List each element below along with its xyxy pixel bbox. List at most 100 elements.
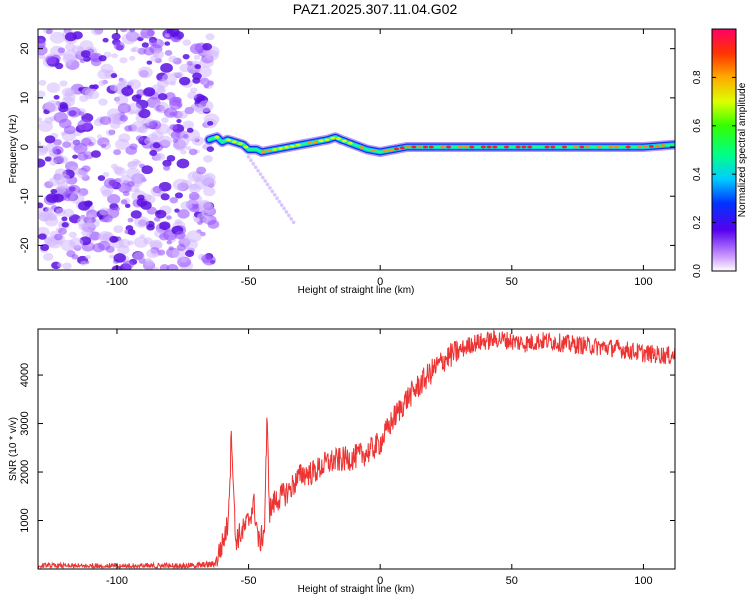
spectrogram-noise-blob xyxy=(38,38,46,50)
spectrogram-noise-blob xyxy=(49,31,66,44)
spectrogram-ridge-hotspot xyxy=(260,150,266,154)
spectrogram-ridge-hotspot xyxy=(527,145,533,149)
spectrogram-noise-blob xyxy=(149,149,158,156)
spectrogram-noise-blob xyxy=(61,87,75,97)
snr-panel: -100 -50 0 50 100 1000 2000 3000 4000 Height of… xyxy=(8,328,676,595)
colorbar-tick-label: 0.4 xyxy=(692,167,703,181)
spectrogram-noise-blob xyxy=(133,173,146,183)
spectrogram-noise-blob xyxy=(150,55,159,62)
spectrogram-noise-blob xyxy=(180,200,193,211)
spectrogram-noise-blob xyxy=(81,87,94,97)
spectrogram-y-tick-label: 0 xyxy=(19,144,31,150)
spectrogram-noise-blob xyxy=(38,90,46,98)
spectrogram-noise-blob xyxy=(121,78,127,84)
spectrogram-noise-blob xyxy=(53,95,60,100)
spectrogram-noise-blob xyxy=(129,55,136,61)
colorbar-tick-label: 0.8 xyxy=(692,70,703,84)
spectrogram-noise-blob xyxy=(127,161,136,168)
spectrogram-noise-blob xyxy=(202,144,209,150)
spectrogram-noise-blob xyxy=(196,166,207,175)
spectrogram-ridge-hotspot xyxy=(336,137,342,141)
spectrogram-noise-blob xyxy=(99,207,110,216)
spectrogram-noise-blob xyxy=(192,103,204,112)
spectrogram-noise-blob xyxy=(84,150,91,156)
spectrogram-noise-blob xyxy=(199,56,215,68)
spectrogram-noise-blob xyxy=(168,55,178,63)
spectrogram-ridge-hotspot xyxy=(225,138,232,142)
spectrogram-noise-blob xyxy=(121,33,136,45)
spectrogram-noise-blob xyxy=(127,29,136,36)
spectrogram-x-tick-label: 50 xyxy=(506,276,518,288)
spectrogram-ridge-hotspot xyxy=(393,147,400,151)
spectrogram-noise-blob xyxy=(134,160,142,166)
spectrogram-noise-blob xyxy=(129,143,138,150)
spectrogram-noise-blob xyxy=(97,240,111,251)
spectrogram-noise-blob xyxy=(152,186,163,194)
spectrogram-ridge-hotspot xyxy=(585,145,591,149)
spectrogram-noise-blob xyxy=(38,141,42,146)
spectrogram-noise-blob xyxy=(134,216,150,228)
spectrogram-noise-blob xyxy=(130,47,137,53)
spectrogram-ridge-hotspot xyxy=(341,139,347,143)
spectrogram-noise-blob xyxy=(126,180,135,188)
spectrogram-noise-blob xyxy=(137,66,153,79)
spectrogram-noise-blob xyxy=(103,178,118,189)
spectrogram-noise-blob xyxy=(127,102,142,114)
spectrogram-noise-blob xyxy=(176,71,184,78)
snr-y-tick-label: 3000 xyxy=(19,411,31,435)
spectrogram-noise-blob xyxy=(187,91,197,100)
spectrogram-ridge-hotspot xyxy=(480,145,486,149)
colorbar-tick-label: 0.0 xyxy=(692,264,703,278)
spectrogram-ridge-hotspot xyxy=(573,145,579,149)
spectrogram-noise-blob xyxy=(112,117,122,125)
spectrogram-y-tick-label: -10 xyxy=(19,188,31,204)
snr-plot-frame xyxy=(37,328,676,570)
spectrogram-noise-blob xyxy=(127,229,136,236)
spectrogram-ridge-hotspot xyxy=(330,136,336,140)
spectrogram-noise-blob xyxy=(186,127,194,133)
spectrogram-noise-blob xyxy=(172,36,179,42)
spectrogram-noise-blob xyxy=(54,233,63,241)
spectrogram-noise-blob xyxy=(160,63,173,73)
spectrogram-noise-blob xyxy=(157,93,168,101)
snr-x-tick-label: -100 xyxy=(106,575,128,587)
spectrogram-streak-dot xyxy=(258,172,263,176)
spectrogram-ridge-hotspot xyxy=(648,145,654,148)
spectrogram-ridge xyxy=(204,132,675,157)
spectrogram-ridge-hotspot xyxy=(596,145,602,149)
spectrogram-x-tick-label: 100 xyxy=(634,276,652,288)
spectrogram-streak-dot xyxy=(277,199,282,204)
spectrogram-ridge-hotspot xyxy=(307,141,313,145)
spectrogram-noise-blob xyxy=(131,94,142,102)
spectrogram-noise-blob xyxy=(59,80,68,87)
spectrogram-ridge-hotspot xyxy=(446,145,452,149)
spectrogram-noise-blob xyxy=(140,200,152,210)
spectrogram-noise-blob xyxy=(183,239,199,250)
spectrogram-noise-blob xyxy=(174,231,186,240)
spectrogram-noise-blob xyxy=(110,73,118,79)
spectrogram-noise-blob xyxy=(177,110,188,119)
spectrogram-noise-blob xyxy=(49,159,58,166)
spectrogram-noise-blob xyxy=(201,254,213,264)
spectrogram-streak-dot xyxy=(253,165,258,170)
spectrogram-noise-blob xyxy=(185,249,195,257)
spectrogram-noise-blob xyxy=(193,54,201,60)
spectrogram-noise-blob xyxy=(127,81,134,87)
spectrogram-noise-blob xyxy=(113,41,125,51)
spectrogram-ridge-hotspot xyxy=(399,146,405,150)
spectrogram-noise-blob xyxy=(207,80,214,86)
spectrogram-ridge-hotspot xyxy=(503,145,510,149)
snr-x-axis-label: Height of straight line (km) xyxy=(298,584,415,595)
spectrogram-noise-blob xyxy=(96,134,103,139)
spectrogram-ridge-hotspot xyxy=(370,149,376,153)
spectrogram-streak-dot xyxy=(263,179,267,183)
spectrogram-ridge-hotspot xyxy=(283,145,290,149)
spectrogram-noise-blob xyxy=(169,123,178,131)
spectrogram-noise-blob xyxy=(44,207,53,214)
spectrogram-noise-blob xyxy=(169,99,183,110)
snr-x-tick-label: 0 xyxy=(377,575,383,587)
spectrogram-noise-blob xyxy=(46,82,61,93)
spectrogram-noise-blob xyxy=(141,42,149,48)
